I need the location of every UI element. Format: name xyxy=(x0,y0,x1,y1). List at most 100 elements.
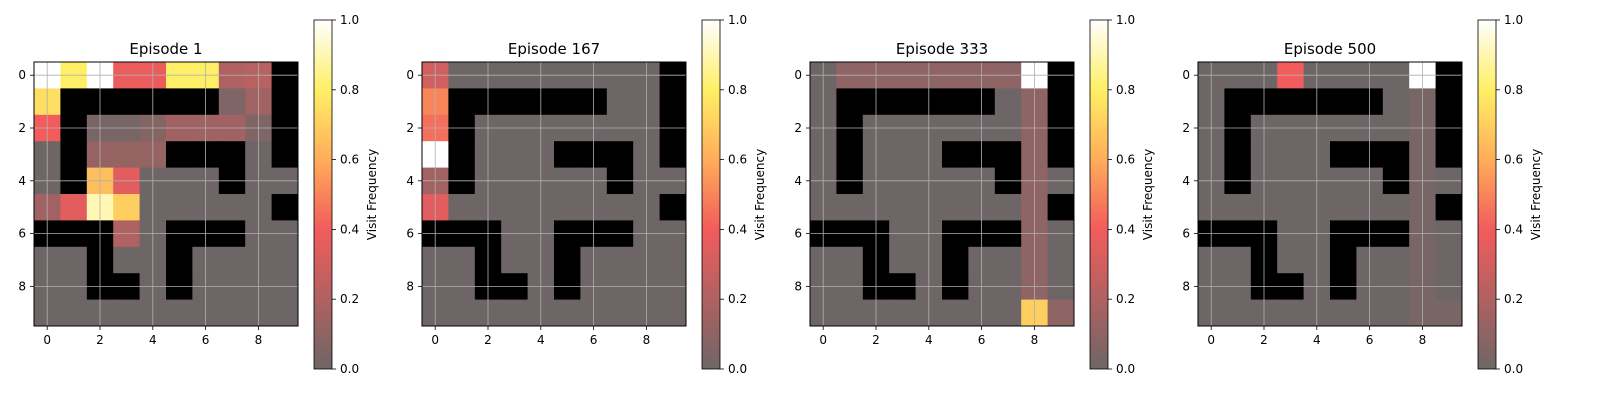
heatmap-panel-3: Episode 333 0 2 4 6 8 0 2 4 6 8 0.0 0.2 0.4 0.6 0.8 1.0 V… xyxy=(794,13,1155,376)
visit-cell xyxy=(836,194,864,221)
y-tick-label: 4 xyxy=(1182,174,1190,188)
y-tick-label: 6 xyxy=(18,227,26,241)
visit-cell xyxy=(1224,194,1252,221)
visit-cell xyxy=(218,246,246,274)
x-tick-label: 8 xyxy=(1419,333,1427,347)
panel-title: Episode 1 xyxy=(129,40,202,58)
visit-cell xyxy=(606,299,634,327)
visit-cell xyxy=(606,194,634,221)
x-tick-label: 0 xyxy=(1207,333,1215,347)
wall-cell xyxy=(60,88,88,116)
wall-cell xyxy=(1382,141,1410,168)
visit-cell xyxy=(554,194,581,221)
colorbar-tick-label: 1.0 xyxy=(340,13,359,27)
visit-cell xyxy=(659,299,687,327)
visit-cell xyxy=(448,299,476,327)
colorbar-label: Visit Frequency xyxy=(365,149,379,240)
visit-cell xyxy=(1382,88,1410,116)
wall-cell xyxy=(942,88,969,116)
colorbar-tick-label: 0.4 xyxy=(340,222,359,236)
grid-lines xyxy=(422,62,686,326)
visit-cell xyxy=(554,299,581,327)
x-tick-label: 6 xyxy=(590,333,598,347)
wall-cell xyxy=(1224,141,1252,168)
colorbar-tick-label: 0.8 xyxy=(1116,83,1135,97)
visit-cell xyxy=(1047,299,1075,327)
wall-cell xyxy=(889,88,916,116)
wall-cell xyxy=(606,141,634,168)
colorbar-tick-label: 0.6 xyxy=(728,153,747,167)
heatmap-panel-4: Episode 500 0 2 4 6 8 0 2 4 6 8 0.0 0.2 0.4 0.6 0.8 1.0 V… xyxy=(1182,13,1543,376)
axes-frame xyxy=(33,61,299,327)
visit-cell xyxy=(60,194,88,221)
wall-cell xyxy=(994,141,1022,168)
colorbar-tick-label: 0.6 xyxy=(1116,153,1135,167)
wall-cell xyxy=(166,141,193,168)
visit-cell xyxy=(1382,246,1410,274)
colorbar-tick-label: 0.4 xyxy=(1116,222,1135,236)
visit-cell xyxy=(889,141,916,168)
visit-cell xyxy=(60,299,88,327)
colorbar-tick-label: 0.4 xyxy=(1504,222,1523,236)
y-tick-label: 6 xyxy=(1182,227,1190,241)
visit-cell xyxy=(994,88,1022,116)
wall-cell xyxy=(554,246,581,274)
visit-cell xyxy=(501,299,528,327)
colorbar-tick-label: 0.0 xyxy=(1504,362,1523,376)
y-tick-label: 0 xyxy=(794,68,802,82)
colorbar-gradient xyxy=(1477,19,1497,370)
visit-cell xyxy=(1224,299,1252,327)
colorbar-label: Visit Frequency xyxy=(753,149,767,240)
visit-cell xyxy=(60,246,88,274)
visit-cell xyxy=(448,246,476,274)
wall-cell xyxy=(659,194,687,221)
y-tick-label: 8 xyxy=(406,279,414,293)
x-tick-label: 0 xyxy=(431,333,439,347)
visit-cell xyxy=(218,299,246,327)
wall-cell xyxy=(836,141,864,168)
visit-cell xyxy=(218,194,246,221)
visit-cell xyxy=(942,299,969,327)
wall-cell xyxy=(1330,88,1357,116)
visit-cell xyxy=(1330,194,1357,221)
colorbar-gradient xyxy=(1089,19,1109,370)
wall-cell xyxy=(1047,88,1075,116)
visit-cell xyxy=(994,299,1022,327)
x-tick-label: 6 xyxy=(978,333,986,347)
panel-title: Episode 500 xyxy=(1284,40,1376,58)
colorbar-tick-label: 0.8 xyxy=(1504,83,1523,97)
visit-cell xyxy=(448,194,476,221)
wall-cell xyxy=(448,141,476,168)
visit-cell xyxy=(1330,299,1357,327)
colorbar-gradient xyxy=(313,19,333,370)
visit-cell xyxy=(1435,299,1463,327)
colorbar-tick-label: 0.8 xyxy=(340,83,359,97)
wall-cell xyxy=(271,88,299,116)
panel-title: Episode 333 xyxy=(896,40,988,58)
y-tick-label: 6 xyxy=(794,227,802,241)
visit-cell xyxy=(606,246,634,274)
grid-lines xyxy=(810,62,1074,326)
wall-cell xyxy=(836,88,864,116)
heatmap-panel-2: Episode 167 0 2 4 6 8 0 2 4 6 8 0.0 0.2 0.4 0.6 0.8 1.0 V… xyxy=(406,13,767,376)
visit-cell xyxy=(659,246,687,274)
wall-cell xyxy=(271,141,299,168)
visit-cell xyxy=(994,246,1022,274)
wall-cell xyxy=(166,88,193,116)
visit-cell xyxy=(166,299,193,327)
wall-cell xyxy=(942,141,969,168)
x-tick-label: 4 xyxy=(149,333,157,347)
wall-cell xyxy=(1047,194,1075,221)
visit-cell xyxy=(889,299,916,327)
visit-cell xyxy=(218,88,246,116)
visit-cell xyxy=(113,246,140,274)
colorbar-tick-label: 0.2 xyxy=(1116,292,1135,306)
wall-cell xyxy=(1277,88,1304,116)
visit-cell xyxy=(1277,246,1304,274)
wall-cell xyxy=(501,88,528,116)
visit-cell xyxy=(1277,141,1304,168)
wall-cell xyxy=(1435,194,1463,221)
y-tick-label: 8 xyxy=(794,279,802,293)
wall-cell xyxy=(1435,88,1463,116)
